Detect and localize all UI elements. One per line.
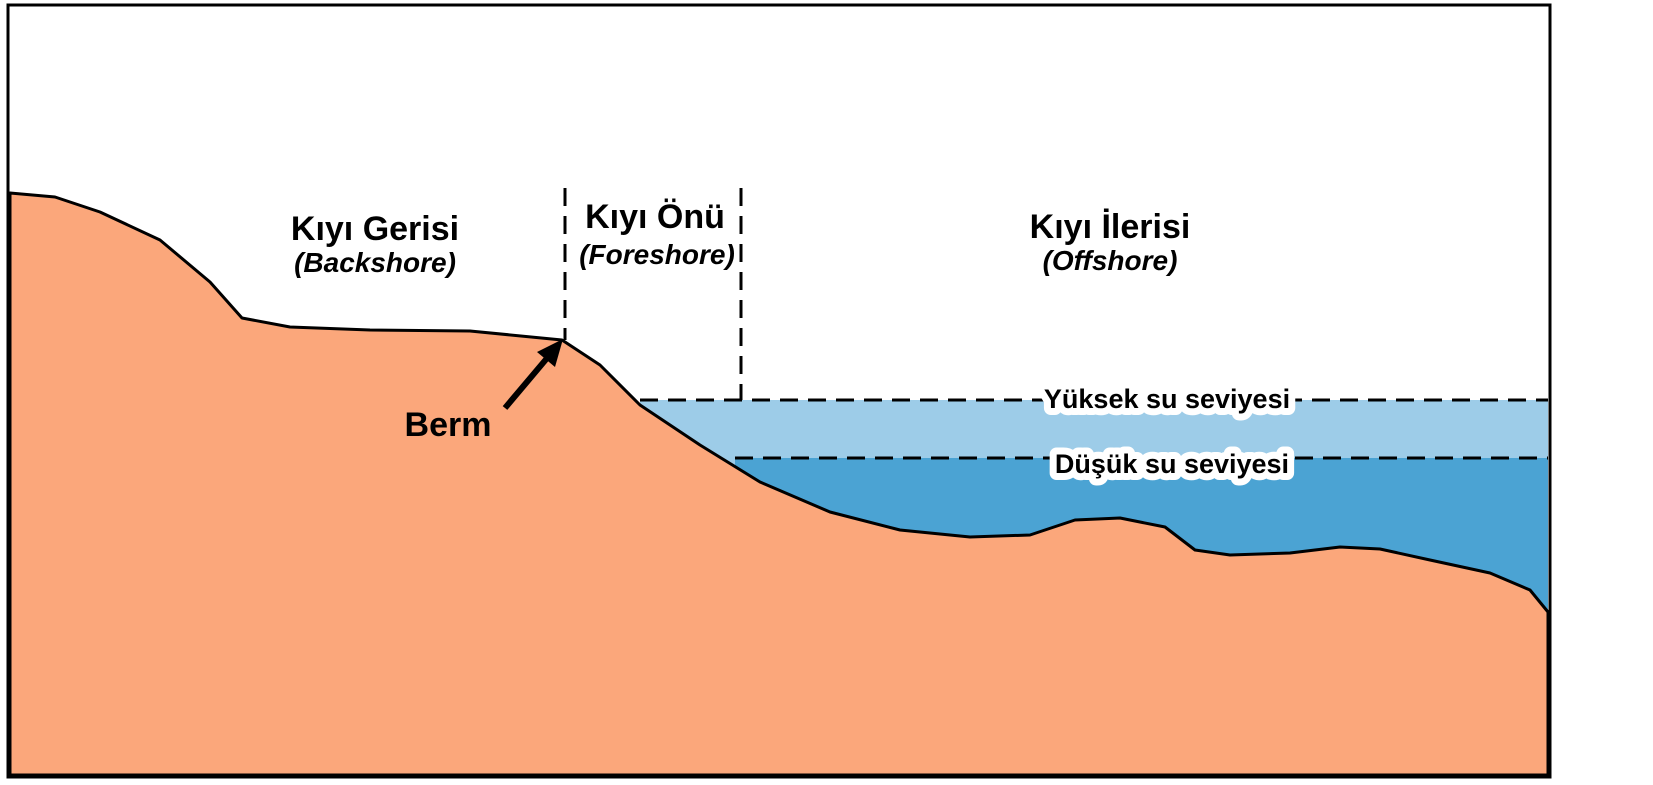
zone-name: Kıyı İlerisi [1030,208,1191,246]
zone-subtitle: (Foreshore) [579,239,735,270]
low-water-label: Düşük su seviyesi [1055,449,1289,479]
zone-subtitle: (Offshore) [1043,245,1178,276]
diagram: Kıyı Gerisi (Backshore) Kıyı Önü (Foresh… [0,0,1653,785]
zone-name: Kıyı Gerisi [291,210,459,248]
high-water-label: Yüksek su seviyesi [1044,384,1290,414]
berm-label: Berm [405,406,492,444]
zone-subtitle: (Backshore) [294,247,456,278]
zone-name: Kıyı Önü [585,198,725,236]
